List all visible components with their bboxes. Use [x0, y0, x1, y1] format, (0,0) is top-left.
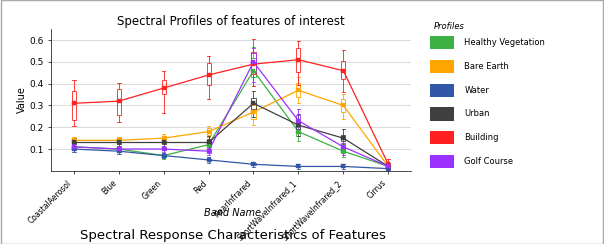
Bar	[72, 145, 76, 148]
Bar	[386, 163, 390, 166]
Bar	[117, 139, 121, 142]
Bar	[251, 53, 255, 72]
Bar	[72, 148, 76, 150]
Bar	[207, 63, 211, 85]
Bar	[251, 105, 255, 119]
Bar	[117, 148, 121, 150]
Bar	[162, 81, 165, 93]
FancyBboxPatch shape	[431, 60, 454, 73]
Bar	[72, 146, 76, 149]
Bar	[117, 141, 121, 144]
Text: Spectral Response Characteristics of Features: Spectral Response Characteristics of Fea…	[80, 229, 385, 242]
Bar	[297, 166, 300, 167]
Bar	[251, 98, 255, 109]
Bar	[341, 148, 345, 153]
Text: Building: Building	[464, 133, 499, 142]
Bar	[341, 135, 345, 142]
Bar	[72, 91, 76, 120]
Bar	[207, 150, 211, 153]
Bar	[72, 141, 76, 144]
Text: Band Name: Band Name	[204, 208, 261, 218]
Text: Golf Course: Golf Course	[464, 157, 513, 166]
FancyBboxPatch shape	[431, 36, 454, 50]
Bar	[251, 163, 255, 165]
Bar	[297, 127, 300, 136]
Bar	[162, 136, 165, 140]
Bar	[341, 143, 345, 150]
Text: Water: Water	[464, 86, 489, 95]
Bar	[207, 128, 211, 135]
Bar	[162, 141, 165, 144]
Y-axis label: Value: Value	[16, 87, 27, 113]
Bar	[162, 154, 165, 157]
Text: Urban: Urban	[464, 109, 490, 118]
Bar	[207, 139, 211, 146]
Bar	[386, 166, 390, 167]
Bar	[251, 52, 255, 74]
Bar	[297, 48, 300, 72]
Bar	[251, 58, 255, 77]
Bar	[117, 148, 121, 150]
Bar	[386, 166, 390, 167]
Title: Spectral Profiles of features of interest: Spectral Profiles of features of interes…	[117, 15, 345, 28]
FancyBboxPatch shape	[431, 83, 454, 97]
Bar	[341, 166, 345, 167]
Text: Profiles: Profiles	[434, 22, 465, 31]
Bar	[162, 154, 165, 157]
Bar	[386, 166, 390, 167]
Text: Healthy Vegetation: Healthy Vegetation	[464, 38, 545, 47]
Bar	[162, 147, 165, 150]
Bar	[297, 121, 300, 129]
Bar	[386, 168, 390, 169]
Bar	[297, 83, 300, 97]
Bar	[117, 89, 121, 115]
FancyBboxPatch shape	[431, 131, 454, 144]
Bar	[72, 139, 76, 142]
Bar	[207, 159, 211, 161]
Bar	[341, 99, 345, 112]
FancyBboxPatch shape	[431, 107, 454, 121]
Text: Bare Earth: Bare Earth	[464, 62, 509, 71]
Bar	[297, 115, 300, 126]
FancyBboxPatch shape	[431, 155, 454, 168]
Bar	[207, 142, 211, 147]
Bar	[117, 150, 121, 152]
Bar	[386, 165, 390, 168]
Bar	[341, 61, 345, 79]
